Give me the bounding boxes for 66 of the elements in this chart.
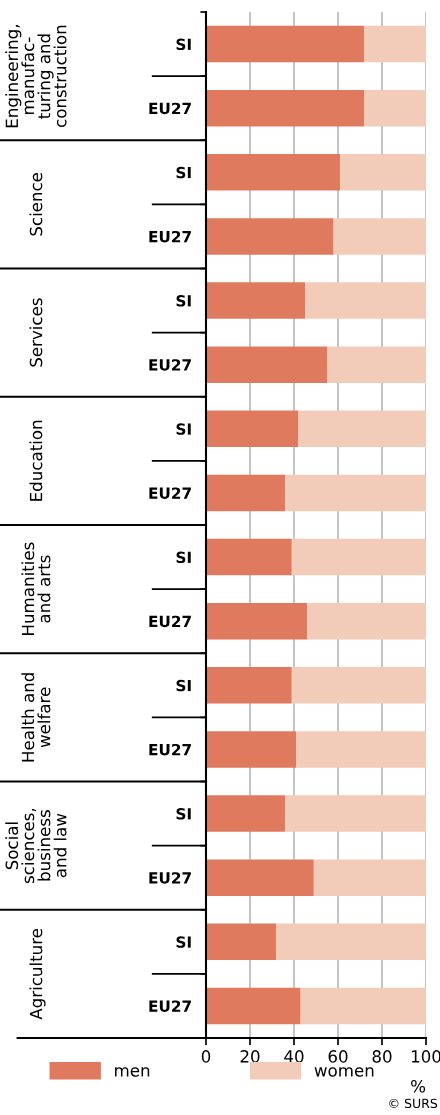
legend-label: men bbox=[115, 1067, 150, 1077]
bar bbox=[206, 346, 327, 383]
y-tick-label: EU27 bbox=[149, 615, 191, 628]
bar bbox=[206, 987, 301, 1025]
y-tick-label: SI bbox=[176, 679, 191, 692]
text: Social sciences, business and law bbox=[5, 808, 67, 884]
bar bbox=[206, 538, 292, 576]
text: Services bbox=[29, 298, 43, 367]
bar bbox=[206, 25, 365, 63]
bar bbox=[206, 410, 299, 448]
bar bbox=[298, 410, 426, 448]
bar bbox=[206, 89, 365, 127]
y-tick-label: SI bbox=[176, 808, 191, 820]
x-tick-label: 100 bbox=[411, 1050, 440, 1063]
bar bbox=[206, 218, 334, 255]
bar bbox=[285, 474, 426, 512]
y-tick-label: EU27 bbox=[149, 230, 191, 243]
x-axis-title: % bbox=[411, 1079, 426, 1093]
bar bbox=[313, 859, 426, 896]
y-tick-label: SI bbox=[176, 295, 191, 307]
bar bbox=[276, 923, 426, 961]
bar bbox=[296, 731, 426, 768]
text: Science bbox=[29, 172, 43, 236]
bar bbox=[206, 667, 292, 704]
bar bbox=[291, 538, 426, 576]
y-tick-label: SI bbox=[176, 551, 191, 564]
bar bbox=[364, 25, 426, 63]
bar bbox=[285, 795, 426, 832]
bar bbox=[206, 602, 308, 640]
text: Education bbox=[29, 420, 43, 501]
text: Humanities and arts bbox=[21, 542, 51, 635]
text: © SURS bbox=[389, 1098, 438, 1109]
y-tick-label: EU27 bbox=[149, 1000, 191, 1012]
text: Agriculture bbox=[29, 928, 46, 1020]
bar bbox=[300, 987, 426, 1025]
text: Health and welfare bbox=[21, 673, 51, 762]
bar bbox=[206, 923, 277, 961]
bar bbox=[206, 795, 286, 832]
bar bbox=[206, 154, 341, 191]
y-tick-label: SI bbox=[176, 166, 191, 179]
y-tick-label: SI bbox=[176, 936, 191, 948]
bar bbox=[305, 282, 426, 319]
bar bbox=[340, 154, 426, 191]
y-tick-label: EU27 bbox=[149, 743, 191, 756]
y-tick-label: EU27 bbox=[149, 872, 191, 884]
legend-label: women bbox=[314, 1067, 374, 1077]
bar bbox=[327, 346, 426, 383]
y-tick-label: SI bbox=[176, 423, 191, 435]
bar bbox=[206, 859, 314, 896]
y-tick-label: SI bbox=[176, 38, 191, 51]
y-tick-label: EU27 bbox=[149, 487, 191, 499]
bar bbox=[206, 282, 305, 319]
bar bbox=[307, 602, 426, 640]
text: Engineering, manufac- turing and construction bbox=[5, 25, 67, 128]
x-tick-label: 80 bbox=[372, 1050, 392, 1063]
bar bbox=[333, 218, 426, 255]
bar bbox=[364, 89, 426, 127]
bar bbox=[206, 474, 286, 512]
x-tick-label: 40 bbox=[284, 1050, 304, 1063]
x-tick-label: 0 bbox=[201, 1050, 211, 1063]
y-tick-label: EU27 bbox=[149, 359, 191, 371]
x-tick-label: 20 bbox=[240, 1050, 260, 1063]
x-tick-label: 60 bbox=[328, 1050, 348, 1063]
bar bbox=[291, 667, 426, 704]
bar bbox=[206, 731, 297, 768]
y-tick-label: EU27 bbox=[149, 102, 191, 115]
